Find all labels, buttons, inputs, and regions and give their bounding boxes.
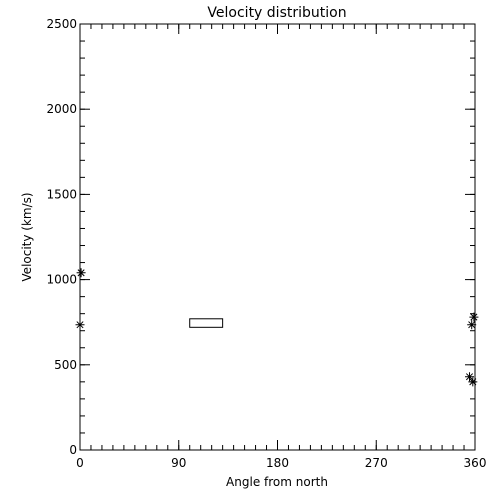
ticks-layer: 0 90 180 270 360 0 500 1000 1500 2000 2500 xyxy=(46,17,486,470)
y-axis-label: Velocity (km/s) xyxy=(20,192,34,281)
data-point xyxy=(467,320,477,330)
data-point xyxy=(469,312,479,322)
data-point xyxy=(76,268,86,278)
x-tick-label: 0 xyxy=(76,456,84,470)
x-axis-label: Angle from north xyxy=(226,475,328,489)
data-point xyxy=(75,320,85,330)
y-tick-label: 2500 xyxy=(46,17,77,31)
plot-frame xyxy=(79,23,476,451)
y-tick-label: 0 xyxy=(69,443,77,457)
y-tick-label: 1500 xyxy=(46,187,77,201)
x-tick-label: 180 xyxy=(266,456,289,470)
y-tick-label: 500 xyxy=(54,358,77,372)
y-tick-label: 2000 xyxy=(46,102,77,116)
data-point xyxy=(468,377,478,387)
y-tick-label: 1000 xyxy=(46,273,77,287)
annotation-rectangle xyxy=(189,318,224,328)
x-tick-label: 90 xyxy=(171,456,186,470)
x-tick-label: 360 xyxy=(464,456,487,470)
data-point xyxy=(465,372,475,382)
chart-title: Velocity distribution xyxy=(207,5,346,21)
x-tick-label: 270 xyxy=(365,456,388,470)
marks-layer xyxy=(75,268,479,387)
